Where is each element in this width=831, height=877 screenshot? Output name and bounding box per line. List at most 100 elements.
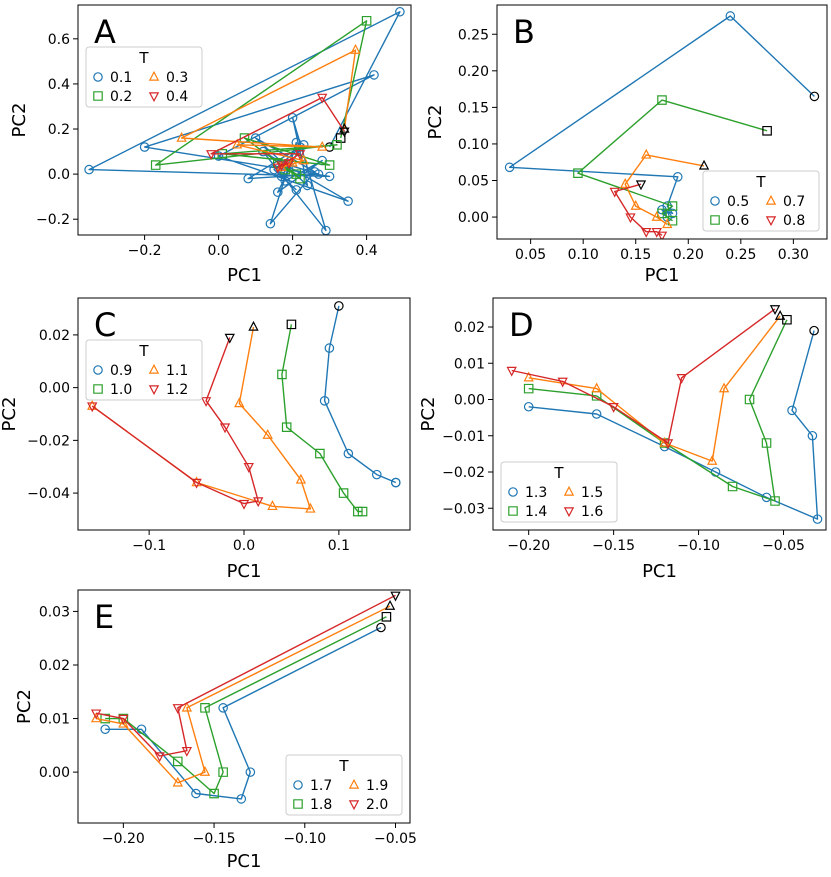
x-tick-label: 0.05: [515, 247, 546, 263]
data-point-1-4: [338, 488, 349, 498]
data-point-3-5: [238, 499, 250, 510]
legend-box: [500, 461, 618, 523]
data-point-2-1: [718, 382, 730, 393]
data-point-1-2: [150, 160, 161, 170]
data-point-1-3: [315, 448, 325, 459]
data-point-2-2: [620, 178, 631, 188]
y-tick-label: 0.0: [48, 167, 70, 183]
y-tick-label: 0.15: [458, 100, 489, 116]
panel-letter: D: [509, 306, 534, 344]
y-axis-label: PC2: [14, 689, 35, 724]
data-point-2-1: [234, 397, 245, 408]
data-point-3-0: [339, 127, 350, 138]
data-point-1-3: [770, 496, 780, 506]
x-tick-label: −0.05: [374, 831, 417, 847]
legend-marker-1: [508, 506, 518, 516]
data-point-0-11: [302, 180, 313, 191]
data-point-2-1: [350, 43, 361, 54]
data-point-1-2: [573, 168, 583, 178]
data-point-2-0: [384, 599, 396, 610]
data-point-0-8: [523, 401, 534, 412]
legend-title: T: [138, 49, 149, 67]
x-axis-label: PC1: [642, 561, 677, 582]
legend-label-1: 1.4: [525, 504, 547, 520]
data-point-2-3: [295, 473, 307, 484]
legend-label-2: 1.5: [581, 485, 603, 501]
plot-frame: [496, 4, 828, 240]
data-point-0-5: [369, 70, 379, 80]
legend-marker-3: [765, 216, 777, 227]
data-point-0-1: [324, 343, 335, 353]
data-point-2-4: [231, 138, 243, 149]
legend-marker-2: [148, 70, 160, 81]
data-point-0-0: [809, 91, 820, 102]
legend-title: T: [553, 464, 564, 482]
plot-area: [90, 591, 401, 804]
data-point-3-6: [191, 478, 202, 489]
data-point-2-5: [662, 218, 673, 229]
data-point-3-2: [662, 439, 674, 450]
x-tick-label: 0.20: [673, 247, 704, 263]
y-tick-label: 0.01: [454, 356, 485, 372]
legend-box: [285, 754, 403, 816]
legend-marker-3: [563, 507, 575, 518]
data-point-0-0: [334, 301, 344, 311]
data-point-2-1: [641, 148, 652, 159]
x-tick-label: 0.15: [620, 247, 651, 263]
legend-title: T: [138, 342, 149, 360]
data-point-2-4: [651, 210, 662, 221]
series-line-0: [508, 15, 815, 218]
y-tick-label: 0.2: [48, 122, 70, 138]
data-point-0-10: [287, 112, 298, 123]
data-point-0-18: [272, 187, 283, 197]
legend-label-0: 0.9: [110, 363, 132, 379]
data-point-2-0: [698, 159, 710, 170]
data-point-1-0: [286, 319, 297, 330]
data-point-0-4: [371, 469, 382, 480]
panel-c: −0.1 0.0 0.1 −0.04 −0.02 0.00 0.02 PC1 PC2 C T 0.9 1…: [0, 297, 411, 582]
y-tick-label: −0.02: [442, 465, 485, 481]
data-point-1-4: [172, 756, 183, 767]
y-axis-label: PC2: [418, 397, 439, 432]
plot-frame: [77, 589, 411, 824]
panel-a: −0.2 0.0 0.2 0.4 −0.2 0.0 0.2 0.4 0.6 PC1 PC2 A T 0.1…: [9, 4, 412, 286]
plot-frame: [77, 297, 411, 531]
legend-marker-1: [293, 799, 303, 809]
data-point-2-3: [317, 140, 328, 151]
data-point-0-2: [504, 162, 515, 173]
panel-b: 0.05 0.10 0.15 0.20 0.25 0.30 0.00 0.05 0.10 0.15…: [425, 4, 828, 286]
data-point-3-1: [200, 397, 212, 407]
legend-label-3: 2.0: [366, 797, 388, 813]
x-tick-label: −0.10: [283, 831, 326, 847]
data-point-0-21: [313, 169, 324, 179]
data-point-3-6: [276, 161, 287, 172]
y-tick-label: 0.00: [458, 210, 489, 226]
y-tick-label: −0.03: [442, 501, 485, 517]
y-tick-label: −0.2: [36, 212, 70, 228]
data-point-3-4: [557, 377, 568, 388]
data-point-1-0: [782, 314, 792, 325]
data-point-3-3: [641, 227, 652, 238]
panel-letter: C: [94, 306, 116, 344]
data-point-1-4: [217, 149, 228, 159]
panel-letter: B: [513, 13, 535, 51]
data-point-3-2: [181, 746, 193, 757]
data-point-2-2: [262, 428, 273, 439]
legend-marker-2: [765, 194, 777, 205]
data-point-1-0: [762, 125, 772, 136]
data-point-0-4: [139, 142, 150, 152]
data-point-3-2: [625, 213, 636, 224]
data-point-0-3: [236, 794, 247, 804]
data-point-1-7: [295, 173, 305, 184]
series-line-1: [281, 324, 363, 513]
data-point-3-5: [283, 159, 295, 169]
data-point-0-7: [591, 409, 602, 419]
data-point-2-5: [90, 712, 102, 723]
y-tick-label: 0.25: [458, 27, 489, 43]
series-line-3: [91, 337, 259, 505]
data-point-0-1: [218, 703, 228, 713]
data-point-2-5: [523, 371, 534, 382]
legend-label-1: 1.0: [110, 382, 132, 398]
data-point-0-3: [343, 448, 354, 459]
legend-label-2: 0.3: [166, 70, 188, 86]
